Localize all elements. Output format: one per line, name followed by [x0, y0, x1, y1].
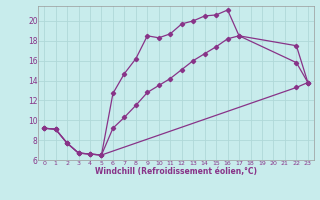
X-axis label: Windchill (Refroidissement éolien,°C): Windchill (Refroidissement éolien,°C) [95, 167, 257, 176]
